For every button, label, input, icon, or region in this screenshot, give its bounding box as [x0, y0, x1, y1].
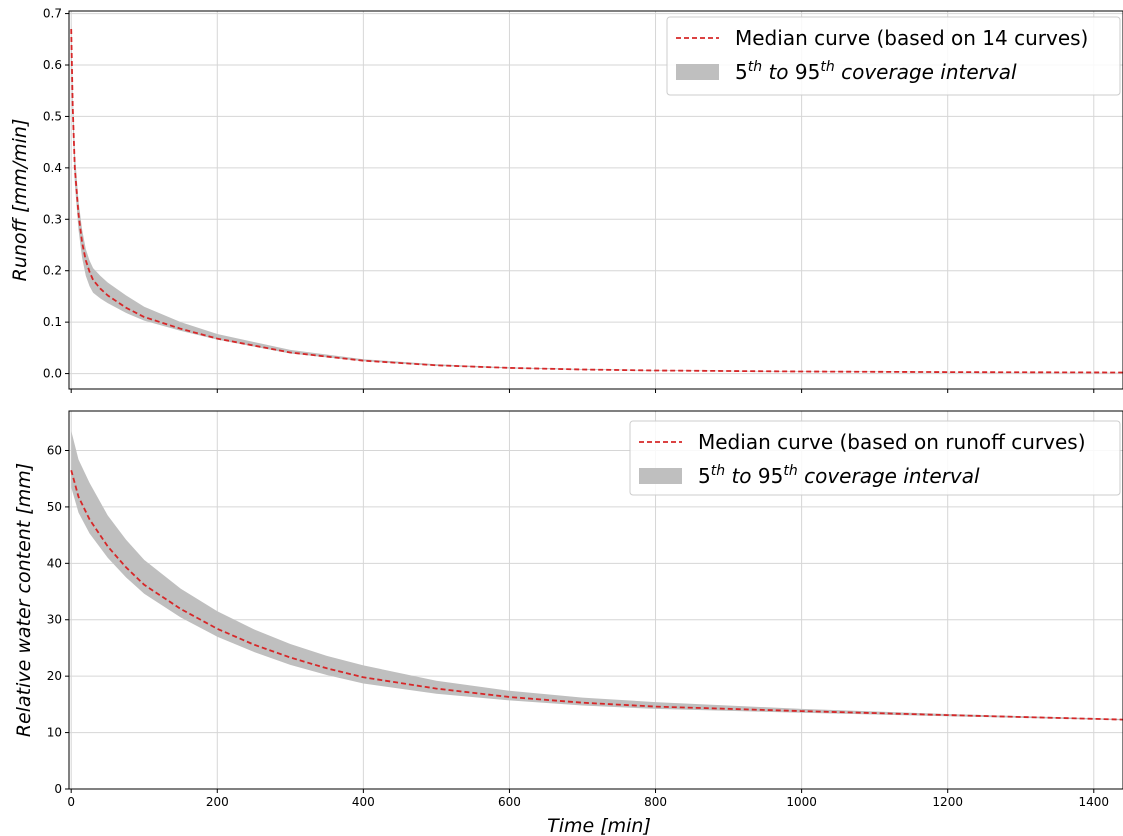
y-tick-label: 0.1 [43, 315, 62, 329]
y-tick-label: 30 [47, 613, 62, 627]
legend-band-text: coverage interval [798, 464, 980, 488]
legend-band-text: coverage interval [835, 60, 1017, 84]
legend-line-label: Median curve (based on 14 curves) [735, 26, 1088, 50]
y-tick-label: 0.6 [43, 58, 62, 72]
y-tick-label: 20 [47, 669, 62, 683]
legend-band-sup: th [820, 59, 834, 75]
x-tick-label: 0 [67, 795, 75, 809]
x-tick-label: 1400 [1079, 795, 1110, 809]
axes-frame [68, 410, 1123, 790]
y-tick-label: 0.3 [43, 212, 62, 226]
y-tick-label: 0.5 [43, 109, 62, 123]
x-axis-label: Time [min] [547, 815, 651, 836]
legend-band-text: 95 [795, 60, 820, 84]
y-axis-label: Runoff [mm/min] [9, 119, 31, 282]
legend-band-sup: th [748, 59, 762, 75]
legend-band-text: to [725, 464, 758, 488]
x-tick-label: 1000 [786, 795, 817, 809]
x-tick-label: 600 [498, 795, 521, 809]
median-curve [70, 28, 1123, 374]
x-tick-label: 800 [644, 795, 667, 809]
y-tick-label: 0 [54, 782, 62, 796]
y-tick-label: 0.2 [43, 264, 62, 278]
y-axis-label: Relative water content [mm] [13, 463, 35, 737]
y-tick-label: 0.0 [43, 367, 62, 381]
y-tick-label: 10 [47, 726, 62, 740]
legend: Median curve (based on runoff curves)5th… [629, 420, 1121, 496]
legend-band-text: 5 [698, 464, 711, 488]
legend-band-label: 5th to 95th coverage interval [698, 463, 980, 488]
legend-band-swatch [639, 468, 682, 484]
median-curve [70, 469, 1123, 721]
y-tick-label: 0.7 [43, 7, 62, 21]
y-tick-label: 0.4 [43, 161, 62, 175]
x-tick-label: 400 [352, 795, 375, 809]
legend-box [666, 16, 1121, 96]
legend-band-text: 5 [735, 60, 748, 84]
x-tick-label: 200 [206, 795, 229, 809]
legend-box [629, 420, 1121, 496]
legend-band-label: 5th to 95th coverage interval [735, 59, 1017, 84]
legend-band-sup: th [783, 463, 797, 479]
legend-band-text: 95 [758, 464, 783, 488]
legend-band-swatch [676, 64, 719, 80]
runoff-panel: 0.0 0.1 0.2 0.3 0.4 0.5 0.6 0.7 Runoff [mm/min] M… [9, 7, 1123, 393]
legend-band-text: to [762, 60, 795, 84]
y-tick-label: 50 [47, 500, 62, 514]
axes-frame [68, 10, 1123, 390]
y-tick-label: 60 [47, 443, 62, 457]
legend-line-label: Median curve (based on runoff curves) [698, 430, 1086, 454]
legend: Median curve (based on 14 curves) 5th to … [666, 16, 1121, 96]
legend-band-sup: th [711, 463, 725, 479]
x-tick-label: 1200 [932, 795, 963, 809]
y-tick-label: 40 [47, 556, 62, 570]
